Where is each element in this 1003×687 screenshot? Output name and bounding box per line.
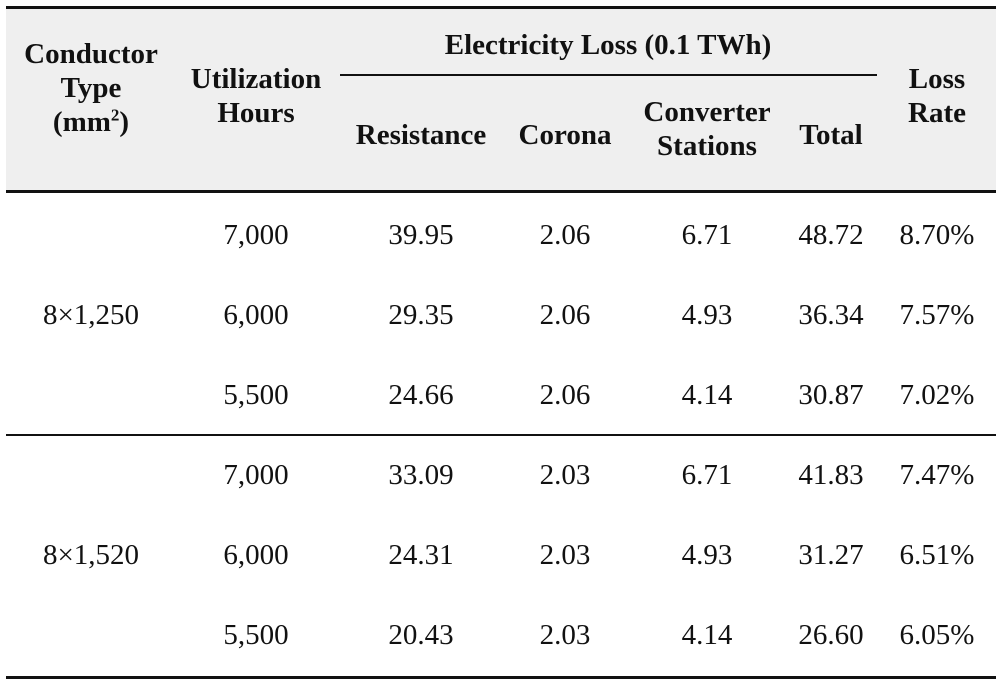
loss-rate-cell: 8.70% [899, 219, 975, 251]
header-conductor-unit: (mm2) [24, 105, 158, 139]
loss-rate-cell: 6.51% [899, 539, 975, 571]
corona-cell: 2.03 [539, 619, 591, 651]
conductor-type-cell: 8×1,520 [42, 539, 140, 571]
group-span-rule [340, 74, 877, 76]
header-utilization-hours: Utilization Hours [191, 62, 322, 130]
resistance-cell: 29.35 [388, 299, 454, 331]
header-utilization-line2: Hours [217, 97, 295, 129]
header-rule [6, 190, 996, 193]
header-corona-label: Corona [518, 119, 612, 151]
resistance-cell: 20.43 [388, 619, 454, 651]
header-lossrate-line1: Loss [908, 63, 966, 95]
header-converter-stations: Converter Stations [643, 95, 770, 163]
converter-cell: 4.14 [681, 619, 733, 651]
header-electricity-loss: Electricity Loss (0.1 TWh) [445, 28, 772, 62]
corona-cell: 2.03 [539, 459, 591, 491]
total-cell: 36.34 [798, 299, 864, 331]
total-cell: 48.72 [798, 219, 864, 251]
header-utilization-line1: Utilization [190, 63, 322, 95]
resistance-cell: 39.95 [388, 219, 454, 251]
hours-cell: 5,500 [223, 379, 289, 411]
header-resistance: Resistance [356, 118, 486, 152]
hours-cell: 6,000 [223, 299, 289, 331]
converter-cell: 4.93 [681, 539, 733, 571]
resistance-cell: 24.31 [388, 539, 454, 571]
header-electricity-loss-label: Electricity Loss (0.1 TWh) [444, 29, 772, 61]
loss-rate-cell: 7.57% [899, 299, 975, 331]
resistance-cell: 24.66 [388, 379, 454, 411]
header-conductor-line2: Type [60, 72, 122, 104]
total-cell: 26.60 [798, 619, 864, 651]
header-converter-line2: Stations [657, 130, 757, 162]
header-conductor-unit-pre: (mm [52, 106, 111, 138]
group-separator-rule [6, 434, 996, 436]
header-conductor-unit-post: ) [119, 106, 130, 138]
total-cell: 30.87 [798, 379, 864, 411]
header-background [6, 8, 996, 192]
total-cell: 41.83 [798, 459, 864, 491]
total-cell: 31.27 [798, 539, 864, 571]
resistance-cell: 33.09 [388, 459, 454, 491]
hours-cell: 5,500 [223, 619, 289, 651]
header-conductor-type: Conductor Type (mm2) [24, 37, 158, 139]
corona-cell: 2.06 [539, 299, 591, 331]
converter-cell: 6.71 [681, 219, 733, 251]
bottom-rule [6, 676, 996, 679]
header-resistance-label: Resistance [355, 119, 487, 151]
corona-cell: 2.03 [539, 539, 591, 571]
header-loss-rate: Loss Rate [908, 62, 966, 130]
hours-cell: 6,000 [223, 539, 289, 571]
header-converter-line1: Converter [643, 96, 771, 128]
converter-cell: 4.93 [681, 299, 733, 331]
converter-cell: 4.14 [681, 379, 733, 411]
loss-rate-cell: 7.02% [899, 379, 975, 411]
header-total-label: Total [799, 119, 863, 151]
corona-cell: 2.06 [539, 379, 591, 411]
converter-cell: 6.71 [681, 459, 733, 491]
header-conductor-unit-sup: 2 [110, 105, 120, 125]
header-total: Total [799, 118, 862, 152]
hours-cell: 7,000 [223, 219, 289, 251]
loss-rate-cell: 7.47% [899, 459, 975, 491]
conductor-type-cell: 8×1,250 [42, 299, 140, 331]
loss-rate-cell: 6.05% [899, 619, 975, 651]
corona-cell: 2.06 [539, 219, 591, 251]
hours-cell: 7,000 [223, 459, 289, 491]
header-lossrate-line2: Rate [908, 97, 966, 129]
header-corona: Corona [519, 118, 612, 152]
top-rule [6, 6, 996, 9]
header-conductor-line1: Conductor [24, 38, 158, 70]
